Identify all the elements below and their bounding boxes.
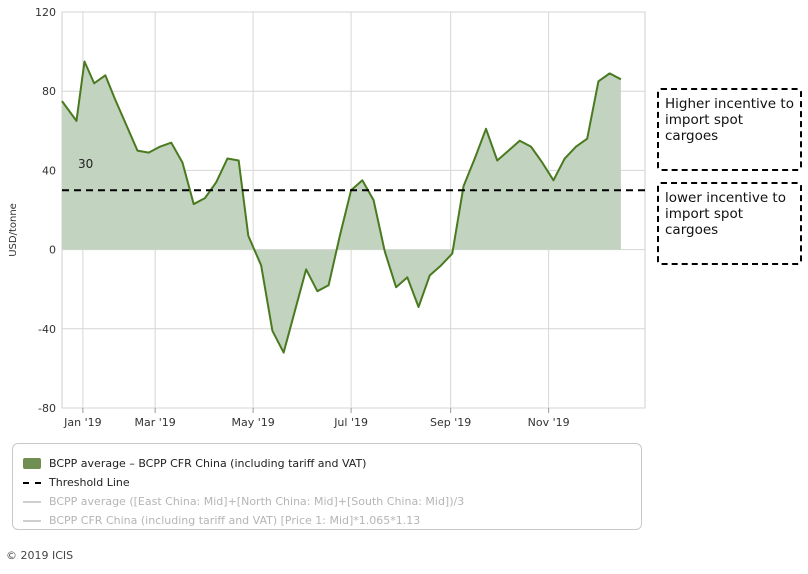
x-tick-label: Nov '19 (528, 416, 570, 429)
y-tick-label: -80 (38, 402, 56, 415)
y-tick-label: 80 (42, 85, 56, 98)
series-area-fill (62, 61, 621, 353)
axis-labels: -80 -40 0 40 80 120 Jan '19 Mar '19 May '19 Jul '… (35, 6, 570, 429)
legend: BCPP average – BCPP CFR China (including… (12, 443, 642, 530)
legend-swatch (23, 481, 41, 484)
threshold-value-label: 30 (78, 157, 93, 171)
legend-swatch (23, 500, 41, 503)
x-tick-label: May '19 (231, 416, 274, 429)
legend-label: Threshold Line (49, 476, 130, 489)
legend-item-bcpp-cfr-price[interactable]: BCPP CFR China (including tariff and VAT… (23, 511, 633, 530)
legend-swatch (23, 458, 41, 469)
x-tick-label: Jan '19 (63, 416, 101, 429)
x-tick-label: Jul '19 (333, 416, 368, 429)
y-tick-label: 0 (49, 244, 56, 257)
y-tick-label: 120 (35, 6, 56, 19)
y-tick-label: 40 (42, 164, 56, 177)
x-tick-label: Sep '19 (430, 416, 471, 429)
legend-item-threshold[interactable]: Threshold Line (23, 473, 633, 492)
higher-incentive-note: Higher incentive to import spot cargoes (657, 88, 802, 171)
series-line (61, 60, 622, 354)
x-tick-label: Mar '19 (135, 416, 176, 429)
legend-item-bcpp-regional-average[interactable]: BCPP average ([East China: Mid]+[North C… (23, 492, 633, 511)
legend-label: BCPP CFR China (including tariff and VAT… (49, 514, 421, 527)
y-tick-label: -40 (38, 323, 56, 336)
legend-label: BCPP average – BCPP CFR China (including… (49, 457, 367, 470)
copyright: © 2019 ICIS (6, 549, 74, 562)
area-series (61, 60, 622, 354)
y-axis-title: USD/tonne (8, 203, 19, 257)
legend-swatch (23, 519, 41, 522)
legend-label: BCPP average ([East China: Mid]+[North C… (49, 495, 465, 508)
legend-item-bcpp-average[interactable]: BCPP average – BCPP CFR China (including… (23, 454, 633, 473)
lower-incentive-note: lower incentive to import spot cargoes (657, 182, 802, 265)
